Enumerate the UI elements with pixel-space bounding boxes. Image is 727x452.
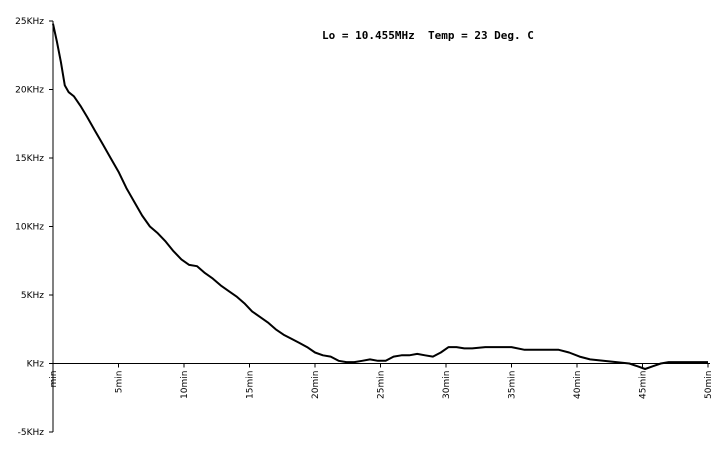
- y-tick-label: 5KHz: [21, 291, 44, 301]
- x-tick-label: 25min: [377, 371, 387, 399]
- y-tick-label: 20KHz: [15, 86, 44, 96]
- x-tick-label: 20min: [311, 371, 321, 399]
- y-tick-label: -5KHz: [18, 428, 45, 438]
- x-tick-label: 35min: [508, 371, 518, 399]
- x-tick-label: 45min: [639, 371, 649, 399]
- x-tick-label: 15min: [246, 371, 256, 399]
- x-tick-label: 30min: [442, 371, 452, 399]
- series-group: [52, 23, 708, 370]
- x-tick-label: min: [49, 371, 59, 388]
- y-tick-label: KHz: [27, 360, 45, 370]
- x-tick-label: 40min: [573, 371, 583, 399]
- y-tick-label: 25KHz: [15, 17, 44, 27]
- axes: [52, 21, 710, 432]
- x-tick-label: 50min: [704, 371, 714, 399]
- y-tick-label: 15KHz: [15, 154, 44, 164]
- x-axis-ticks: min 5min 10min 15min 20min 25min 30min 35min 40m…: [49, 363, 714, 399]
- chart-title: Lo = 10.455MHz Temp = 23 Deg. C: [322, 29, 534, 42]
- series-line: [52, 23, 708, 370]
- y-axis-ticks: 25KHz 20KHz 15KHz 10KHz 5KHz KHz -5KHz: [15, 17, 53, 438]
- x-tick-label: 10min: [180, 371, 190, 399]
- x-tick-label: 5min: [115, 371, 125, 394]
- y-tick-label: 10KHz: [15, 223, 44, 233]
